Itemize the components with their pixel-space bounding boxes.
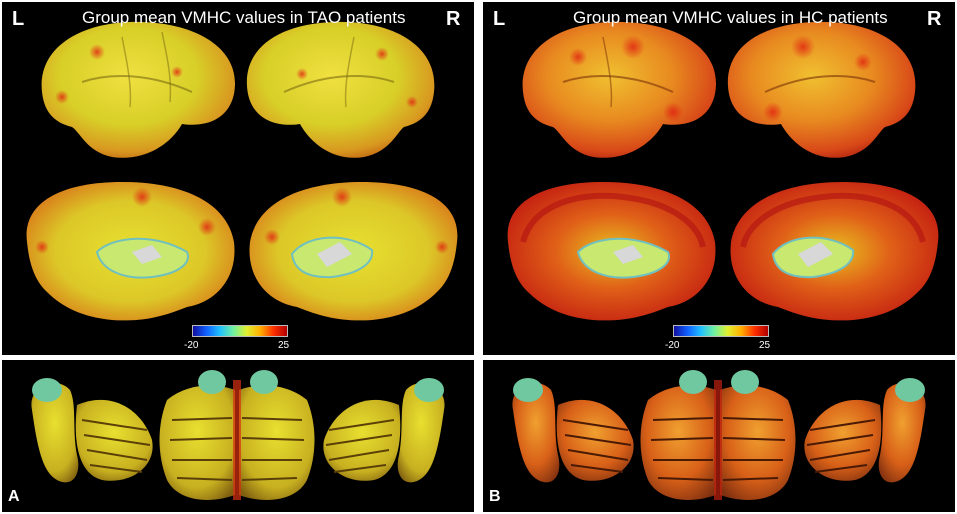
- brain-lateral-left: [41, 21, 236, 158]
- cerebellum-view: [31, 370, 445, 500]
- left-hemisphere-label: L: [493, 8, 506, 30]
- brain-medial-right: [249, 182, 458, 321]
- colorbar-max-label: 25: [759, 340, 771, 351]
- brain-lateral-right: [727, 21, 916, 158]
- colorbar: [192, 325, 288, 337]
- brain-medial-right: [730, 182, 939, 321]
- brain-medial-left: [507, 182, 716, 321]
- colorbar-min-label: -20: [665, 340, 680, 351]
- brain-lateral-right: [246, 21, 435, 158]
- right-hemisphere-label: R: [446, 8, 461, 30]
- panel-b-top: L R Group mean VMHC values in HC patient…: [483, 2, 955, 355]
- brain-lateral-left: [522, 21, 717, 158]
- panel-b-bottom: B: [483, 360, 955, 512]
- right-hemisphere-label: R: [927, 8, 942, 30]
- colorbar: [673, 325, 769, 337]
- brain-medial-left: [26, 182, 235, 321]
- panel-title: Group mean VMHC values in HC patients: [573, 8, 888, 27]
- panel-title: Group mean VMHC values in TAO patients: [82, 8, 406, 27]
- left-hemisphere-label: L: [12, 8, 25, 30]
- colorbar-min-label: -20: [184, 340, 199, 351]
- cerebellum-view: [512, 370, 926, 500]
- panel-a-top: L R Group mean VMHC values in TAO patien…: [2, 2, 474, 355]
- panel-letter: A: [8, 488, 20, 505]
- colorbar-max-label: 25: [278, 340, 290, 351]
- panel-letter: B: [489, 488, 501, 505]
- panel-a-bottom: A: [2, 360, 474, 512]
